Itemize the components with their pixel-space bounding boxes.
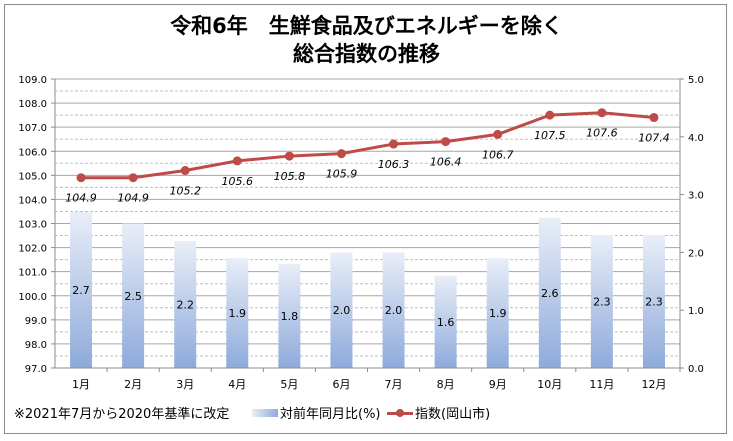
index-data-label: 105.2: [169, 185, 201, 198]
left-tick-label: 102.0: [18, 244, 47, 255]
bar-data-label: 2.0: [385, 304, 403, 317]
bar-data-label: 2.7: [72, 284, 90, 297]
index-data-label: 107.5: [534, 129, 566, 142]
bar-data-label: 2.3: [593, 296, 611, 309]
bar: [278, 263, 301, 368]
index-marker: [649, 113, 659, 123]
bar: [70, 211, 93, 368]
x-tick-label: 6月: [332, 378, 350, 391]
bar: [538, 217, 561, 368]
right-tick-label: 4.0: [688, 133, 704, 144]
right-tick-label: 3.0: [688, 191, 704, 202]
x-tick-label: 1月: [72, 378, 90, 391]
index-line: [81, 111, 655, 180]
left-tick-label: 108.0: [18, 99, 47, 110]
bar: [434, 275, 457, 368]
left-tick-label: 105.0: [18, 171, 47, 182]
left-tick-label: 104.0: [18, 195, 47, 206]
index-data-label: 104.9: [65, 192, 97, 205]
left-tick-label: 106.0: [18, 147, 47, 158]
index-data-label: 106.7: [482, 148, 514, 161]
index-data-label: 107.4: [638, 132, 670, 145]
bar-data-label: 1.9: [229, 307, 247, 320]
bar-data-label: 1.9: [489, 307, 507, 320]
index-data-label: 105.9: [326, 168, 358, 181]
x-tick-label: 7月: [385, 378, 403, 391]
bar: [590, 235, 613, 368]
bar-data-label: 2.6: [541, 287, 559, 300]
left-tick-label: 107.0: [18, 123, 47, 134]
index-marker: [76, 173, 86, 183]
x-tick-label: 4月: [228, 378, 246, 391]
index-data-label: 105.8: [274, 170, 306, 183]
x-tick-label: 11月: [589, 378, 614, 391]
left-tick-label: 100.0: [18, 292, 47, 303]
legend-line-label: 指数(岡山市): [415, 407, 491, 422]
left-tick-label: 99.0: [25, 316, 47, 327]
chart-frame: [4, 4, 727, 434]
index-marker: [545, 110, 555, 120]
legend-item-line: 指数(岡山市): [387, 403, 490, 422]
index-data-label: 107.6: [586, 127, 618, 140]
x-tick-label: 3月: [176, 378, 194, 391]
legend-bar-label: 対前年同月比(%): [280, 407, 381, 422]
bar-data-label: 2.2: [176, 298, 194, 311]
right-tick-label: 2.0: [688, 248, 704, 259]
right-tick-label: 1.0: [688, 306, 704, 317]
bar-data-label: 2.5: [124, 290, 142, 303]
index-data-label: 105.6: [222, 175, 254, 188]
bar-data-label: 2.3: [645, 296, 663, 309]
x-tick-label: 10月: [537, 378, 562, 391]
chart-title-line1: 令和6年 生鮮食品及びエネルギーを除く: [170, 14, 563, 38]
legend-bar-swatch: [252, 408, 278, 417]
bar: [174, 240, 197, 368]
bar: [122, 223, 145, 368]
x-tick-label: 9月: [489, 378, 507, 391]
bar: [226, 258, 249, 368]
index-marker: [597, 108, 607, 118]
left-tick-label: 109.0: [18, 75, 47, 86]
index-marker: [336, 149, 346, 159]
index-marker: [284, 151, 294, 161]
x-tick-label: 2月: [124, 378, 142, 391]
bar-data-label: 1.8: [281, 310, 299, 323]
right-tick-label: 0.0: [688, 364, 704, 375]
legend-item-bar: 対前年同月比(%): [252, 403, 381, 422]
index-marker: [493, 129, 503, 139]
chart-title-line2: 総合指数の推移: [293, 42, 440, 66]
bar: [382, 252, 405, 368]
legend-line-swatch: [387, 408, 413, 418]
x-tick-label: 5月: [280, 378, 298, 391]
left-tick-label: 103.0: [18, 220, 47, 231]
index-marker: [128, 173, 138, 183]
index-data-label: 104.9: [117, 192, 149, 205]
x-tick-label: 12月: [641, 378, 666, 391]
left-tick-label: 97.0: [25, 364, 47, 375]
bar: [642, 235, 665, 368]
footnote: ※2021年7月から2020年基準に改定: [14, 407, 230, 422]
index-marker: [180, 166, 190, 176]
index-data-label: 106.3: [378, 158, 410, 171]
left-tick-label: 98.0: [25, 340, 47, 351]
bar: [330, 252, 353, 368]
bar-data-label: 1.6: [437, 316, 455, 329]
right-tick-label: 5.0: [688, 75, 704, 86]
x-tick-label: 8月: [437, 378, 455, 391]
index-data-label: 106.4: [430, 156, 462, 169]
bar: [486, 258, 509, 368]
index-marker: [232, 156, 242, 166]
index-marker: [389, 139, 399, 149]
left-tick-label: 101.0: [18, 268, 47, 279]
bar-data-label: 2.0: [333, 304, 351, 317]
index-marker: [441, 137, 451, 147]
